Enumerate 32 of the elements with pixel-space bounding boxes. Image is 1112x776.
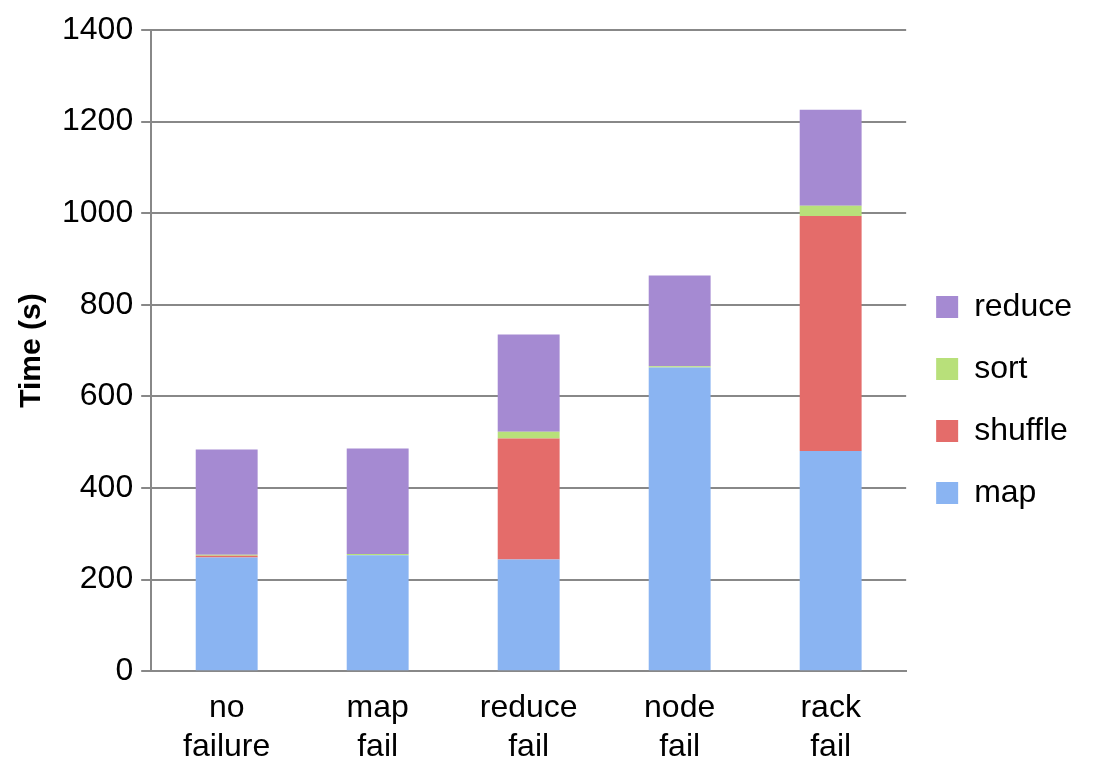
y-axis-title: Time (s) (13, 293, 47, 408)
bar (648, 275, 711, 367)
x-tick-label: rack fail (800, 688, 862, 763)
x-tick-label: map fail (346, 688, 409, 763)
bar (648, 367, 711, 671)
bar (497, 431, 560, 439)
bar (799, 109, 862, 206)
y-tick-label: 1000 (62, 193, 134, 230)
legend-label: sort (974, 348, 1028, 385)
legend-label: shuffle (974, 410, 1068, 447)
x-tick-label: reduce fail (479, 688, 578, 763)
y-tick-label: 800 (79, 284, 134, 321)
x-tick-label: node fail (644, 688, 716, 763)
y-tick-label: 400 (79, 467, 134, 504)
bar (497, 334, 560, 432)
y-tick-label: 200 (79, 559, 134, 596)
y-tick-label: 600 (79, 376, 134, 413)
bar (799, 205, 862, 216)
bar (497, 559, 560, 671)
x-tick-label: no failure (183, 688, 271, 763)
legend-label: map (974, 472, 1037, 509)
bar (195, 557, 258, 671)
bar (497, 438, 560, 560)
y-tick-label: 1400 (62, 9, 134, 46)
legend-label: reduce (974, 286, 1072, 323)
bar (799, 215, 862, 451)
bar (195, 449, 258, 555)
bar (346, 448, 409, 554)
y-tick-label: 1200 (62, 101, 134, 138)
y-tick-label: 0 (115, 651, 134, 688)
bar (799, 450, 862, 671)
bar (346, 555, 409, 671)
